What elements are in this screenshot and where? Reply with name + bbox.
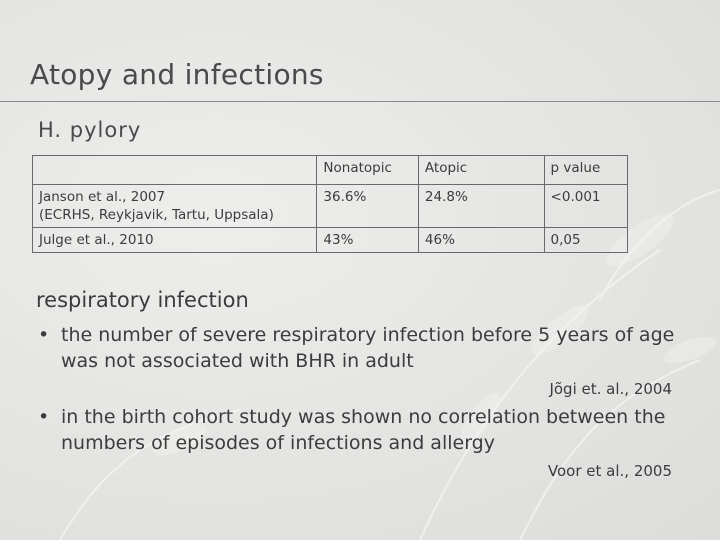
table-cell-nonatopic: 36.6%	[316, 184, 419, 228]
bullet-dot-icon: •	[38, 406, 50, 428]
section-heading: respiratory infection	[36, 288, 249, 312]
bullet-text: in the birth cohort study was shown no c…	[61, 406, 666, 454]
study-name: Janson et al., 2007	[39, 189, 166, 205]
table-row: Janson et al., 2007 (ECRHS, Reykjavik, T…	[31, 184, 629, 228]
bullet-text: the number of severe respiratory infecti…	[61, 324, 675, 372]
table-cell-atopic: 24.8%	[417, 184, 545, 228]
table-cell-p-value: <0.001	[543, 184, 629, 228]
slide-subtitle: H. pylory	[38, 118, 142, 142]
table-cell-study: Janson et al., 2007 (ECRHS, Reykjavik, T…	[31, 184, 318, 228]
results-table: Nonatopic Atopic p value Janson et al., …	[31, 155, 629, 253]
table-header-cell: Nonatopic	[316, 155, 419, 185]
bullet-item: • the number of severe respiratory infec…	[38, 322, 678, 374]
table-cell-study: Julge et al., 2010	[31, 227, 318, 253]
table-row: Julge et al., 2010 43% 46% 0,05	[31, 227, 629, 253]
table-cell-nonatopic: 43%	[316, 227, 419, 253]
bullet-dot-icon: •	[38, 324, 50, 346]
table-header-cell	[31, 155, 318, 185]
table-header-row: Nonatopic Atopic p value	[31, 155, 629, 185]
slide-title: Atopy and infections	[30, 58, 324, 91]
bullet-item: • in the birth cohort study was shown no…	[38, 404, 678, 456]
table-cell-atopic: 46%	[417, 227, 545, 253]
title-divider	[0, 101, 720, 102]
table-cell-p-value: 0,05	[543, 227, 629, 253]
study-detail: (ECRHS, Reykjavik, Tartu, Uppsala)	[39, 207, 274, 223]
table-header-cell: p value	[543, 155, 629, 185]
table-header-cell: Atopic	[417, 155, 545, 185]
study-name: Julge et al., 2010	[39, 232, 154, 248]
citation: Jõgi et. al., 2004	[549, 380, 672, 398]
citation: Voor et al., 2005	[547, 462, 672, 480]
